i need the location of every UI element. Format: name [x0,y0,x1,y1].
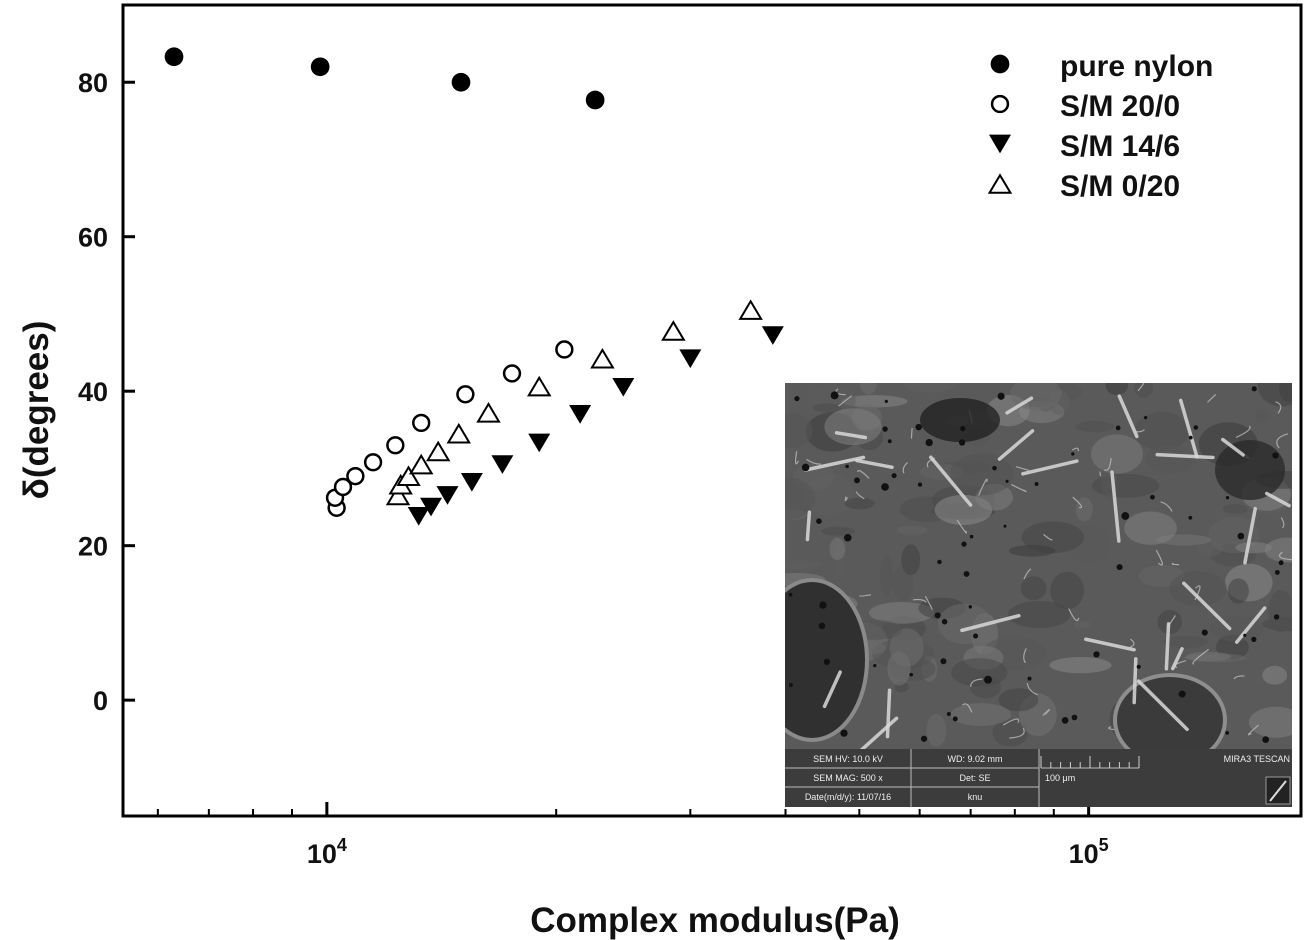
y-tick-label: 40 [78,377,108,407]
series-s-m-14-6 [407,326,784,526]
data-point [555,340,574,359]
data-point [385,484,411,506]
sem-micrograph-inset: SEM HV: 10.0 kV WD: 9.02 mm MIRA3 TESCAN… [785,383,1292,807]
x-tick-label: 104 [307,835,347,869]
data-point [569,405,592,424]
data-point [164,47,184,67]
data-point [612,377,635,397]
legend-label: S/M 0/20 [1060,170,1180,203]
legend-marker [990,54,1010,74]
data-point [476,402,501,423]
sem-wd: WD: 9.02 mm [947,754,1002,764]
data-point [396,465,421,486]
data-point [738,299,763,320]
data-point [436,486,459,505]
legend-label: pure nylon [1060,50,1213,83]
x-axis-title: Complex modulus(Pa) [530,901,899,940]
sem-scale-label: 100 μm [1045,773,1075,783]
y-tick-label: 20 [78,532,108,562]
data-point [346,466,365,486]
sem-scale-bar [1040,756,1140,768]
data-point [420,497,443,517]
legend-marker [987,173,1013,194]
series-pure-nylon [164,47,605,110]
data-point [502,364,522,383]
sem-operator: knu [968,792,983,802]
legend-label: S/M 14/6 [1060,130,1180,163]
data-series [164,47,784,526]
data-point [363,453,383,472]
sem-brand: MIRA3 TESCAN [1224,754,1290,764]
sem-pores [788,386,1284,743]
legend-marker [990,94,1010,114]
plot-area-frame [121,3,1303,818]
data-point [528,433,551,453]
y-axis: 0 20 40 60 80 [78,68,135,716]
y-axis-title: δ(degrees) [17,321,56,500]
sem-crater [785,578,869,742]
data-point [386,436,405,455]
data-point [679,349,702,369]
data-point [661,320,686,341]
data-point [761,326,784,345]
x-axis: 104 105 [156,802,1109,869]
data-point [407,506,430,526]
series-s-m-0-20 [385,299,763,506]
legend-marker [989,134,1011,154]
sem-crater [920,398,1000,442]
data-point [460,472,483,492]
data-point [425,440,451,462]
data-point [333,477,353,497]
sem-hv: SEM HV: 10.0 kV [813,754,883,764]
data-point [585,90,605,110]
legend-label: S/M 20/0 [1060,90,1180,123]
data-point [409,453,434,475]
y-tick-label: 80 [78,68,108,98]
data-point [456,385,475,404]
data-point [412,413,431,433]
tescan-logo [1265,776,1291,805]
sem-info-grid [785,749,1139,807]
sem-fibers [803,394,1291,754]
sem-det: Det: SE [959,773,990,783]
data-point [527,375,552,397]
y-tick-label: 60 [78,223,108,253]
data-point [451,72,471,92]
series-s-m-20-0 [325,340,574,517]
data-point [310,57,330,77]
legend: pure nylon S/M 20/0 S/M 14/6 S/M 0/20 [987,50,1213,203]
y-tick-label: 0 [93,686,108,716]
data-point [590,347,615,369]
data-point [446,422,471,444]
sem-crater [1215,440,1285,500]
sem-date: Date(m/d/y): 11/07/16 [805,792,891,802]
x-tick-label: 105 [1069,835,1109,869]
sem-mag: SEM MAG: 500 x [813,773,883,783]
data-point [491,455,514,474]
